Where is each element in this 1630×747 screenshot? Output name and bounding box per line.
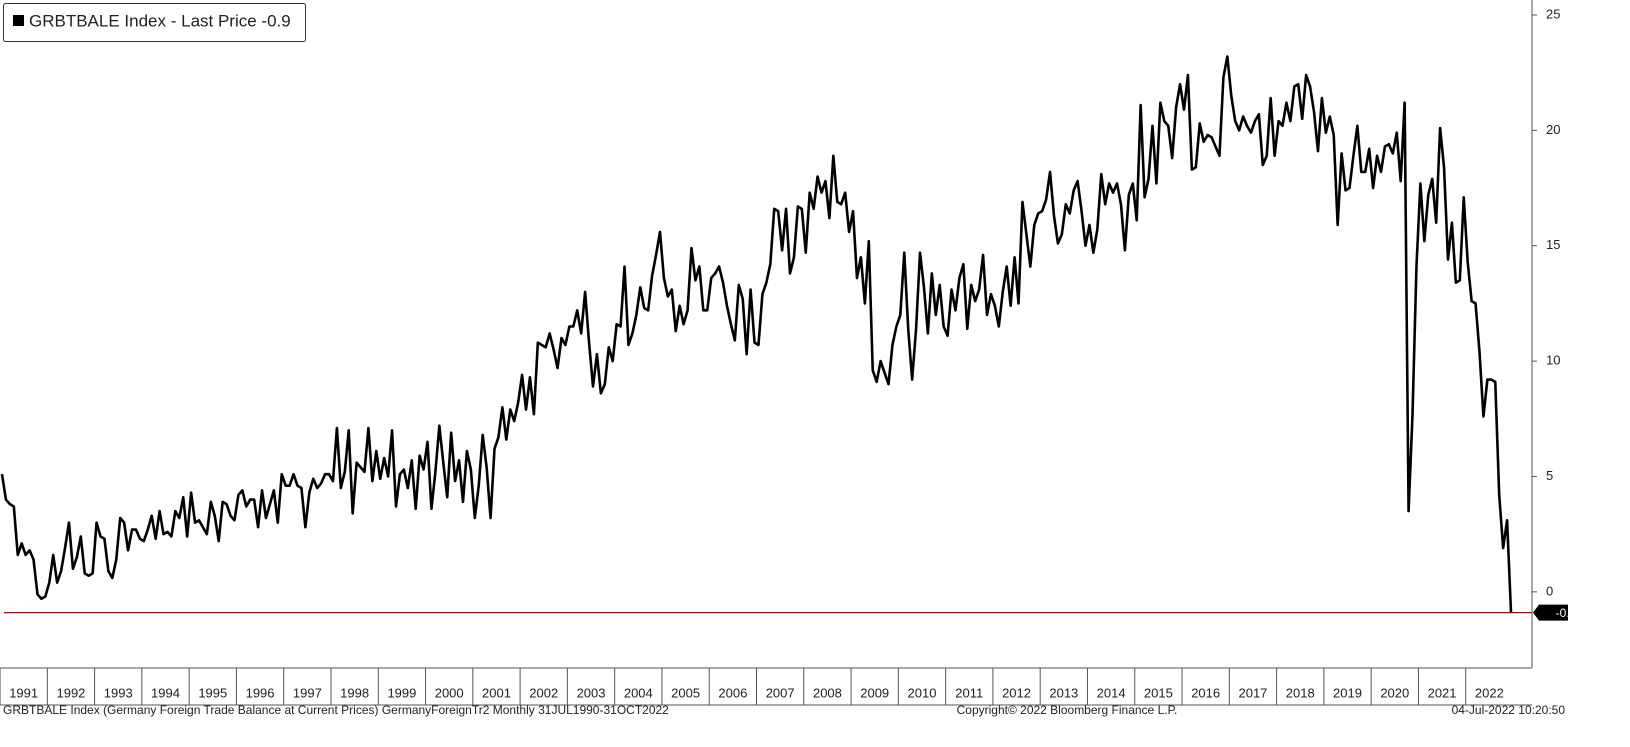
- x-tick-label: 1997: [293, 685, 322, 700]
- y-tick-label: 10: [1546, 353, 1560, 368]
- x-tick-label: 2018: [1286, 685, 1315, 700]
- x-tick-label: 2006: [718, 685, 747, 700]
- x-tick-label: 2014: [1097, 685, 1126, 700]
- x-tick-label: 2000: [435, 685, 464, 700]
- last-price-label: -0.9: [1556, 606, 1577, 620]
- x-tick-label: 2017: [1238, 685, 1267, 700]
- x-tick-label: 2002: [529, 685, 558, 700]
- x-tick-label: 2019: [1333, 685, 1362, 700]
- x-tick-label: 2022: [1475, 685, 1504, 700]
- y-tick-label: 25: [1546, 6, 1560, 21]
- y-tick-label: 15: [1546, 237, 1560, 252]
- x-tick-label: 2015: [1144, 685, 1173, 700]
- x-tick-label: 2020: [1380, 685, 1409, 700]
- x-tick-label: 2009: [860, 685, 889, 700]
- x-tick-label: 2003: [577, 685, 606, 700]
- y-tick-label: 5: [1546, 468, 1553, 483]
- legend-box: [3, 3, 306, 42]
- x-tick-label: 1998: [340, 685, 369, 700]
- x-tick-label: 2001: [482, 685, 511, 700]
- x-tick-label: 2016: [1191, 685, 1220, 700]
- legend-label: GRBTBALE Index - Last Price -0.9: [29, 11, 291, 30]
- x-tick-label: 1994: [151, 685, 180, 700]
- x-tick-label: 2008: [813, 685, 842, 700]
- series-line: [0, 55, 1513, 613]
- x-tick-label: 1991: [9, 685, 38, 700]
- footer-left: GRBTBALE Index (Germany Foreign Trade Ba…: [3, 703, 669, 717]
- x-tick-label: 1992: [56, 685, 85, 700]
- x-tick-label: 1999: [387, 685, 416, 700]
- x-tick-label: 2004: [624, 685, 653, 700]
- legend-swatch: [13, 15, 24, 26]
- last-price-tag: [1533, 604, 1568, 621]
- x-tick-label: 2010: [908, 685, 937, 700]
- x-tick-label: 2007: [766, 685, 795, 700]
- x-tick-label: 1993: [104, 685, 133, 700]
- x-tick-label: 2021: [1428, 685, 1457, 700]
- x-tick-label: 2011: [955, 685, 983, 700]
- footer-right: 04-Jul-2022 10:20:50: [1452, 703, 1566, 717]
- x-tick-label: 1995: [198, 685, 227, 700]
- x-tick-label: 2013: [1049, 685, 1078, 700]
- y-tick-label: 0: [1546, 583, 1553, 598]
- x-tick-label: 1996: [246, 685, 275, 700]
- x-tick-label: 2005: [671, 685, 700, 700]
- y-tick-label: 20: [1546, 122, 1560, 137]
- footer-center: Copyright© 2022 Bloomberg Finance L.P.: [957, 703, 1178, 717]
- x-tick-label: 2012: [1002, 685, 1031, 700]
